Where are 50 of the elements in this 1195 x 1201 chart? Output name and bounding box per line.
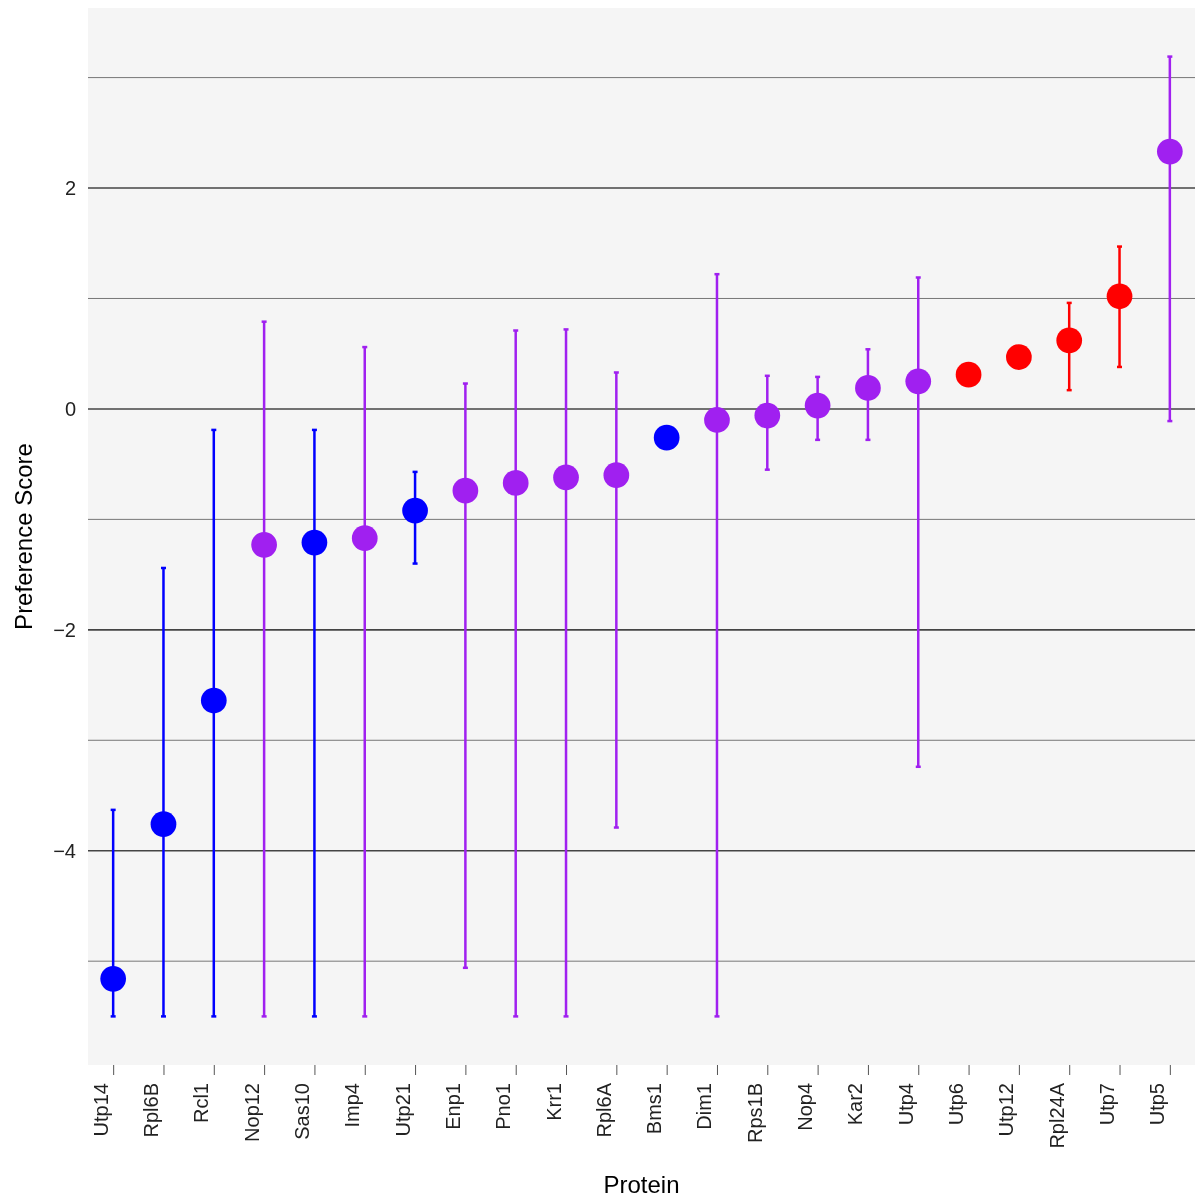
point (804, 392, 831, 419)
x-axis-title: Protein (603, 1171, 680, 1198)
x-tick-label: Utp6 (945, 1083, 968, 1126)
x-tick-label: Rpl6B (139, 1083, 162, 1138)
x-tick-label: Dim1 (693, 1083, 716, 1130)
point (1056, 327, 1083, 354)
point (502, 470, 529, 496)
x-tick-label: Bms1 (643, 1083, 666, 1135)
x-tick-label: Utp14 (89, 1083, 112, 1137)
point (1156, 138, 1183, 165)
x-tick-label: Kar2 (844, 1083, 867, 1126)
x-tick-label: Imp4 (341, 1083, 364, 1128)
x-tick-label: Nop12 (240, 1083, 263, 1142)
x-tick-label: Enp1 (441, 1083, 464, 1130)
point (754, 402, 781, 429)
point (301, 529, 328, 556)
y-tick-label: 2 (64, 176, 76, 199)
point (1006, 344, 1032, 370)
x-tick-label: Rcl1 (190, 1083, 213, 1124)
y-tick-label: 0 (64, 397, 76, 420)
x-tick-label: Nop4 (794, 1083, 817, 1131)
point (1106, 283, 1133, 310)
x-tick-label: Utp21 (391, 1083, 414, 1137)
point (905, 368, 932, 395)
x-tick-label: Sas10 (290, 1083, 313, 1140)
x-tick-label: Krr1 (542, 1083, 565, 1121)
x-tick-label: Utp5 (1146, 1083, 1169, 1126)
point (200, 687, 227, 714)
point (653, 424, 680, 451)
x-tick-label: Utp7 (1096, 1083, 1119, 1126)
x-tick-label: Utp12 (995, 1083, 1018, 1137)
point (603, 462, 630, 489)
x-tick-label: Rps1B (743, 1083, 766, 1144)
x-tick-label: Pno1 (492, 1083, 515, 1130)
point (351, 525, 378, 551)
point (704, 407, 730, 433)
point (452, 477, 479, 504)
point (855, 375, 881, 401)
point (402, 497, 428, 524)
x-tick-label: Rpl24A (1045, 1082, 1068, 1149)
y-tick-label: −4 (53, 839, 76, 862)
point (251, 531, 277, 558)
y-axis-title: Preference Score (10, 443, 37, 630)
y-tick-label: −2 (53, 618, 76, 641)
x-tick-label: Rpl6A (592, 1082, 615, 1138)
point (100, 966, 127, 992)
point (955, 361, 982, 388)
x-tick-label: Utp4 (894, 1083, 917, 1126)
point (150, 811, 177, 838)
point (553, 464, 579, 491)
